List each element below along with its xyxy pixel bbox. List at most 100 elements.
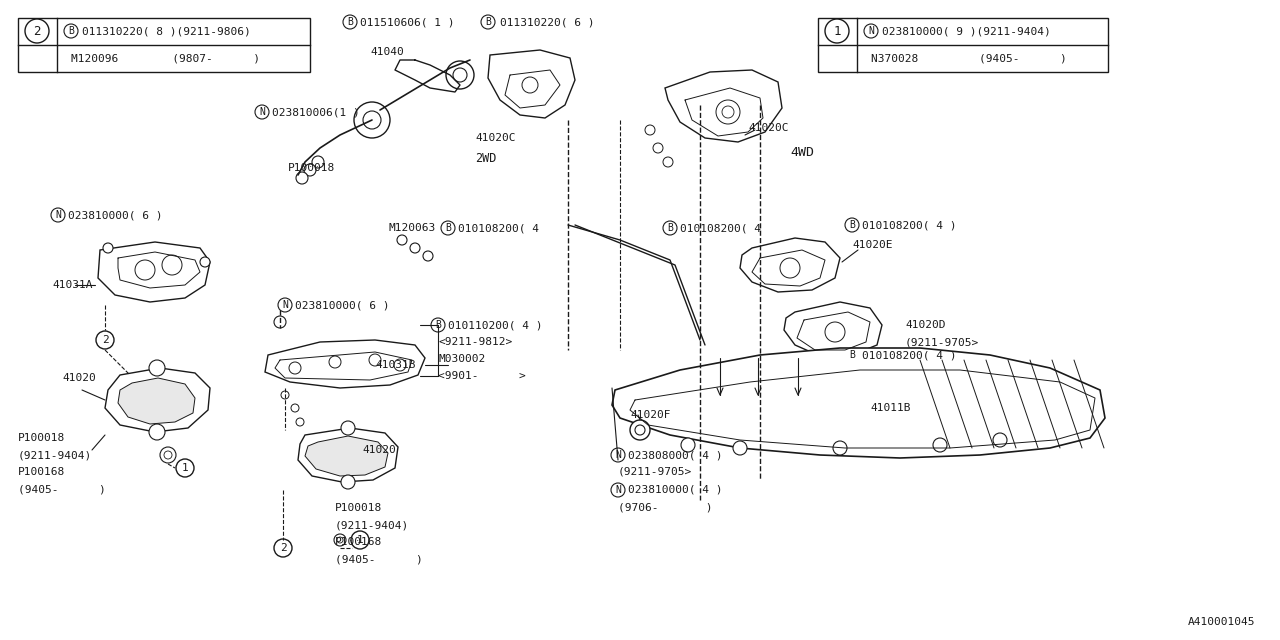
Text: 41020F: 41020F bbox=[630, 410, 671, 420]
Text: N: N bbox=[259, 107, 265, 117]
Circle shape bbox=[630, 420, 650, 440]
Text: (9211-9404): (9211-9404) bbox=[18, 450, 92, 460]
Text: 023810000( 6 ): 023810000( 6 ) bbox=[68, 210, 163, 220]
Text: 011510606( 1 ): 011510606( 1 ) bbox=[360, 17, 454, 27]
Text: 010108200( 4: 010108200( 4 bbox=[458, 223, 539, 233]
Circle shape bbox=[148, 360, 165, 376]
Text: <9901-      >: <9901- > bbox=[438, 371, 526, 381]
Circle shape bbox=[611, 448, 625, 462]
Text: 41031B: 41031B bbox=[375, 360, 416, 370]
Circle shape bbox=[200, 257, 210, 267]
Circle shape bbox=[845, 218, 859, 232]
Circle shape bbox=[296, 172, 308, 184]
Text: A410001045: A410001045 bbox=[1188, 617, 1254, 627]
Text: M120063: M120063 bbox=[388, 223, 435, 233]
Text: 41020D: 41020D bbox=[905, 320, 946, 330]
Text: P100018: P100018 bbox=[288, 163, 335, 173]
Circle shape bbox=[355, 102, 390, 138]
Circle shape bbox=[51, 208, 65, 222]
Polygon shape bbox=[99, 242, 210, 302]
Circle shape bbox=[26, 19, 49, 43]
Polygon shape bbox=[105, 368, 210, 432]
Circle shape bbox=[397, 235, 407, 245]
Text: P100018: P100018 bbox=[18, 433, 65, 443]
Text: B: B bbox=[849, 350, 855, 360]
Circle shape bbox=[340, 475, 355, 489]
Text: M030002: M030002 bbox=[438, 354, 485, 364]
Text: 41011B: 41011B bbox=[870, 403, 910, 413]
Circle shape bbox=[826, 19, 849, 43]
Text: 4WD: 4WD bbox=[790, 145, 814, 159]
Text: N: N bbox=[616, 450, 621, 460]
Text: 1: 1 bbox=[357, 535, 364, 545]
Circle shape bbox=[102, 243, 113, 253]
Circle shape bbox=[334, 534, 346, 546]
Circle shape bbox=[177, 459, 195, 477]
Text: 023810000( 4 ): 023810000( 4 ) bbox=[628, 485, 722, 495]
Circle shape bbox=[722, 106, 733, 118]
Circle shape bbox=[305, 164, 316, 176]
Circle shape bbox=[296, 418, 305, 426]
Text: 41020: 41020 bbox=[61, 373, 96, 383]
Text: 023810000( 9 )(9211-9404): 023810000( 9 )(9211-9404) bbox=[882, 26, 1051, 36]
Circle shape bbox=[481, 15, 495, 29]
Circle shape bbox=[663, 221, 677, 235]
Text: N: N bbox=[868, 26, 874, 36]
Circle shape bbox=[645, 125, 655, 135]
Circle shape bbox=[340, 421, 355, 435]
Text: B: B bbox=[667, 223, 673, 233]
Text: P100018: P100018 bbox=[335, 503, 383, 513]
Text: 011310220( 8 )(9211-9806): 011310220( 8 )(9211-9806) bbox=[82, 26, 251, 36]
Circle shape bbox=[635, 425, 645, 435]
Circle shape bbox=[864, 24, 878, 38]
Text: 010108200( 4 ): 010108200( 4 ) bbox=[861, 220, 956, 230]
Polygon shape bbox=[305, 436, 388, 476]
Circle shape bbox=[312, 156, 324, 168]
Circle shape bbox=[278, 298, 292, 312]
Circle shape bbox=[431, 318, 445, 332]
Text: P100168: P100168 bbox=[18, 467, 65, 477]
Text: (9211-9705>: (9211-9705> bbox=[618, 467, 692, 477]
Circle shape bbox=[410, 243, 420, 253]
Circle shape bbox=[681, 438, 695, 452]
Text: 1: 1 bbox=[182, 463, 188, 473]
Text: (9405-      ): (9405- ) bbox=[335, 554, 422, 564]
Text: B: B bbox=[485, 17, 492, 27]
Circle shape bbox=[522, 77, 538, 93]
Bar bbox=[818, 18, 1108, 72]
Polygon shape bbox=[488, 50, 575, 118]
Circle shape bbox=[611, 483, 625, 497]
Text: 010110200( 4 ): 010110200( 4 ) bbox=[448, 320, 543, 330]
Text: (9405-      ): (9405- ) bbox=[18, 484, 106, 494]
Circle shape bbox=[134, 260, 155, 280]
Circle shape bbox=[164, 451, 172, 459]
Text: 2: 2 bbox=[33, 24, 41, 38]
Circle shape bbox=[833, 441, 847, 455]
Circle shape bbox=[64, 24, 78, 38]
Polygon shape bbox=[118, 378, 195, 424]
Text: 010108200( 4 ): 010108200( 4 ) bbox=[861, 350, 956, 360]
Circle shape bbox=[96, 331, 114, 349]
Circle shape bbox=[780, 258, 800, 278]
Text: (9211-9705>: (9211-9705> bbox=[905, 337, 979, 347]
Text: B: B bbox=[435, 320, 440, 330]
Text: 2: 2 bbox=[101, 335, 109, 345]
Circle shape bbox=[716, 100, 740, 124]
Circle shape bbox=[337, 537, 343, 543]
Polygon shape bbox=[265, 340, 425, 388]
Polygon shape bbox=[740, 238, 840, 292]
Text: 023810006(1 ): 023810006(1 ) bbox=[273, 107, 360, 117]
Text: 023810000( 6 ): 023810000( 6 ) bbox=[294, 300, 389, 310]
Text: <9211-9812>: <9211-9812> bbox=[438, 337, 512, 347]
Circle shape bbox=[453, 68, 467, 82]
Text: 011310220( 6 ): 011310220( 6 ) bbox=[500, 17, 594, 27]
Circle shape bbox=[993, 433, 1007, 447]
Circle shape bbox=[351, 531, 369, 549]
Text: B: B bbox=[445, 223, 451, 233]
Circle shape bbox=[329, 356, 340, 368]
Text: 010108200( 4: 010108200( 4 bbox=[680, 223, 762, 233]
Text: B: B bbox=[849, 220, 855, 230]
Circle shape bbox=[845, 348, 859, 362]
Text: 2WD: 2WD bbox=[475, 152, 497, 164]
Text: 41031A: 41031A bbox=[52, 280, 92, 290]
